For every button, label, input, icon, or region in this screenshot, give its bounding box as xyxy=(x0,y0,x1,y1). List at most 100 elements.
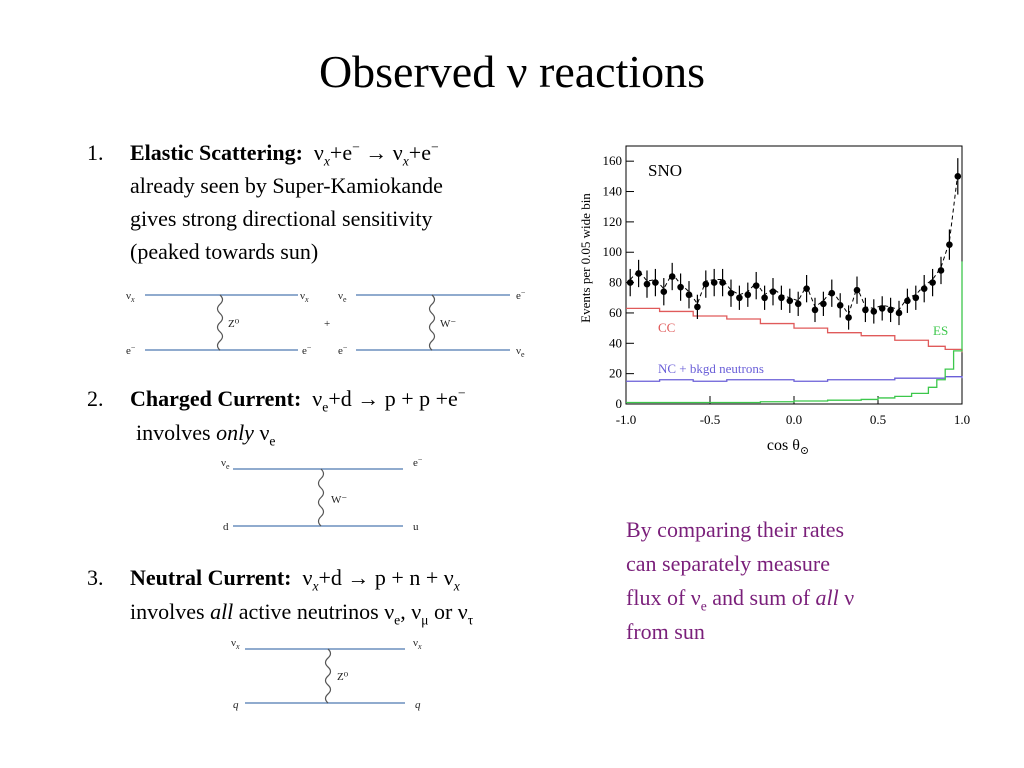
svg-text:q: q xyxy=(415,699,421,711)
legend-es: ES xyxy=(933,323,948,338)
item-heading: Neutral Current: xyxy=(130,565,292,590)
boson-label: W⁻ xyxy=(440,318,456,330)
data-point xyxy=(727,289,735,297)
data-point xyxy=(702,280,710,288)
data-point xyxy=(710,279,718,286)
svg-text:νe: νe xyxy=(516,345,525,359)
data-point xyxy=(862,306,869,314)
x-tick-label: 0.0 xyxy=(786,412,802,427)
feynman-diagram-neutral-current: νx νx q q Z⁰ xyxy=(231,637,422,711)
boson-label: Z⁰ xyxy=(337,671,349,683)
data-point xyxy=(744,291,752,299)
svg-text:e−: e− xyxy=(516,288,526,302)
data-point xyxy=(668,273,676,280)
data-point xyxy=(929,279,936,286)
comparison-note: By comparing their rates can separately … xyxy=(626,517,855,644)
x-tick-label: 1.0 xyxy=(954,412,970,427)
svg-text:e−: e− xyxy=(413,455,423,469)
x-axis-label: cos θ⊙ xyxy=(767,437,809,457)
data-point xyxy=(719,279,726,286)
y-axis-label: Events per 0.05 wide bin xyxy=(578,193,593,323)
x-tick-label: -0.5 xyxy=(700,412,721,427)
boson-label: Z⁰ xyxy=(228,318,240,330)
data-point xyxy=(820,300,827,308)
feynman-diagram-elastic: νx νx e− e− Z⁰ + νe e− e− νe W⁻ xyxy=(126,288,526,359)
data-point xyxy=(786,297,794,305)
legend-nc: NC + bkgd neutrons xyxy=(658,361,764,376)
data-point xyxy=(626,279,634,286)
slide-title: Observed ν reactions xyxy=(318,46,706,97)
data-point xyxy=(736,294,743,302)
y-tick-label: 0 xyxy=(616,396,623,411)
data-point xyxy=(778,294,785,302)
item-text: already seen by Super-Kamiokande xyxy=(130,173,443,198)
data-point xyxy=(635,270,642,277)
svg-text:e−: e− xyxy=(126,343,136,357)
item-heading: Elastic Scattering: xyxy=(130,140,303,165)
x-tick-label: -1.0 xyxy=(616,412,637,427)
y-tick-label: 160 xyxy=(603,153,623,168)
svg-text:q: q xyxy=(233,699,239,711)
data-point xyxy=(685,291,693,299)
y-tick-label: 120 xyxy=(603,214,623,229)
svg-text:e−: e− xyxy=(302,343,312,357)
series-cc xyxy=(626,307,963,353)
data-point xyxy=(836,302,844,309)
data-point xyxy=(904,297,911,305)
data-point xyxy=(920,285,928,292)
item-text: gives strong directional sensitivity xyxy=(130,206,433,231)
data-point xyxy=(761,294,768,302)
reaction-equation: νx+e− → νx+e− xyxy=(313,139,439,169)
series-nc-bkgd-neutrons xyxy=(626,376,963,382)
item-text: involves only νe xyxy=(136,420,276,449)
svg-text:d: d xyxy=(223,521,229,533)
item-number: 3. xyxy=(87,565,104,590)
data-point xyxy=(752,282,760,289)
data-point xyxy=(912,294,920,302)
data-point xyxy=(660,288,668,295)
feynman-diagram-charged-current: νe e− d u W⁻ xyxy=(221,455,423,533)
data-point xyxy=(845,314,852,321)
sno-cos-theta-histogram: -1.0 -0.5 0.0 0.5 1.0 0 20 40 60 80 100 120 140 160 S… xyxy=(578,145,970,457)
data-point xyxy=(937,267,945,274)
data-point xyxy=(643,280,651,288)
x-tick-label: 0.5 xyxy=(870,412,886,427)
data-point xyxy=(652,279,659,286)
svg-text:νx: νx xyxy=(300,290,309,304)
item-heading: Charged Current: xyxy=(130,386,302,411)
svg-text:e−: e− xyxy=(338,343,348,357)
svg-text:νx: νx xyxy=(413,637,422,651)
y-tick-label: 20 xyxy=(609,366,622,381)
item-neutral-current: 3. Neutral Current: νx+d → p + n + νx in… xyxy=(0,561,620,631)
data-point xyxy=(954,173,962,180)
data-point xyxy=(853,286,861,294)
data-point xyxy=(828,289,836,297)
data-point xyxy=(803,285,810,292)
data-point xyxy=(870,308,878,315)
item-number: 1. xyxy=(87,140,104,165)
data-point xyxy=(794,300,802,308)
data-point xyxy=(677,283,684,291)
item-text: involves all active neutrinos νe, νμ or … xyxy=(130,599,474,628)
item-charged-current: 2. Charged Current: νe+d → p + p +e− inv… xyxy=(0,382,600,452)
y-tick-label: 80 xyxy=(609,275,622,290)
data-point xyxy=(811,306,819,314)
data-point xyxy=(895,309,903,317)
svg-text:νx: νx xyxy=(231,637,240,651)
y-tick-label: 60 xyxy=(609,305,622,320)
plus-sign: + xyxy=(324,318,330,330)
item-elastic-scattering: 1. Elastic Scattering: νx+e− → νx+e− alr… xyxy=(0,136,600,276)
svg-text:νe: νe xyxy=(338,290,347,304)
data-point xyxy=(887,306,894,314)
svg-text:νx: νx xyxy=(126,290,135,304)
y-tick-label: 40 xyxy=(609,335,622,350)
total-fit-line xyxy=(629,173,959,316)
legend-cc: CC xyxy=(658,320,675,335)
svg-text:u: u xyxy=(413,521,419,533)
y-tick-label: 100 xyxy=(603,244,623,259)
reaction-equation: νx+d → p + n + νx xyxy=(302,565,460,594)
chart-title: SNO xyxy=(648,161,682,180)
item-number: 2. xyxy=(87,386,104,411)
data-point xyxy=(769,288,777,295)
data-point xyxy=(878,305,886,312)
